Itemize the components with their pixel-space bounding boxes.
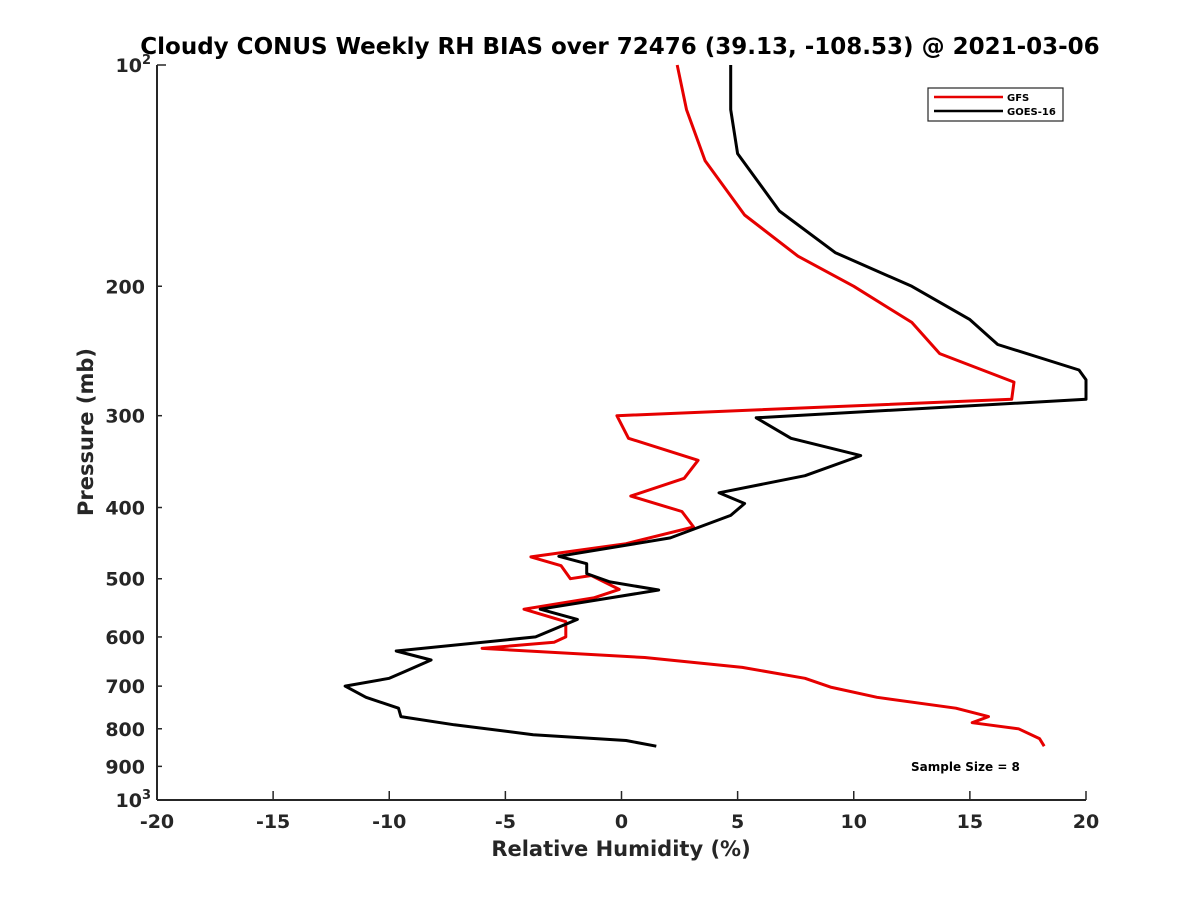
series-line-goes16 <box>343 65 1088 748</box>
sample-size-annotation: Sample Size = 8 <box>911 760 1020 774</box>
x-tick-label: -20 <box>140 811 174 833</box>
x-tick-label: -10 <box>372 811 406 833</box>
y-tick-label: 300 <box>105 406 145 428</box>
y-tick-label: 800 <box>105 719 145 741</box>
legend-label-gfs: GFS <box>1007 93 1029 104</box>
x-tick-label: 20 <box>1073 811 1099 833</box>
x-tick-label: 5 <box>731 811 744 833</box>
y-tick-label: 200 <box>105 276 145 298</box>
x-tick-label: -15 <box>256 811 290 833</box>
y-tick-label: 600 <box>105 627 145 649</box>
legend-label-goes16: GOES-16 <box>1007 107 1056 118</box>
series-group <box>343 64 1088 748</box>
y-axis-title: Pressure (mb) <box>74 348 98 516</box>
x-axis-ticks: -20 -15 -10 -5 0 5 10 15 20 <box>140 791 1099 833</box>
series-goes16 <box>343 64 1088 748</box>
plot-frame <box>156 65 1086 801</box>
legend: GFS GOES-16 <box>927 87 1064 122</box>
y-tick-label: 103 <box>116 788 152 812</box>
chart-title: Cloudy CONUS Weekly RH BIAS over 72476 (… <box>140 34 1099 60</box>
x-tick-label: -5 <box>495 811 516 833</box>
y-tick-label: 500 <box>105 569 145 591</box>
y-tick-label: 400 <box>105 498 145 520</box>
y-tick-label: 900 <box>105 756 145 778</box>
x-tick-label: 15 <box>957 811 983 833</box>
y-axis-ticks: 102 200 300 400 500 600 700 800 900 103 <box>105 53 166 812</box>
series-line-gfs <box>480 64 1046 747</box>
y-tick-label: 102 <box>116 53 152 77</box>
x-axis-title: Relative Humidity (%) <box>491 837 750 861</box>
legend-box <box>927 87 1064 122</box>
y-tick-label: 700 <box>105 676 145 698</box>
x-tick-label: 10 <box>841 811 867 833</box>
x-tick-label: 0 <box>615 811 628 833</box>
